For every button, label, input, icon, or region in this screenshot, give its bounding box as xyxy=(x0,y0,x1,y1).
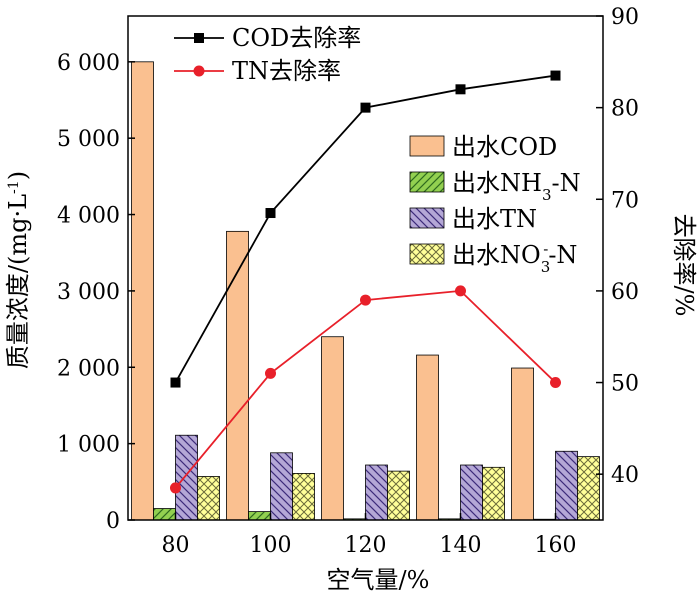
point-cod-removal-140 xyxy=(455,84,466,95)
bar-cod-160 xyxy=(511,367,534,521)
point-tn-removal-160 xyxy=(550,377,561,389)
y-tick-label: 5 000 xyxy=(57,127,120,152)
bar-tn-120 xyxy=(365,464,388,521)
legend-swatch-tn xyxy=(409,207,445,229)
bar-tn-80 xyxy=(175,434,198,521)
point-cod-removal-160 xyxy=(550,70,561,81)
legend-label-cod: 出水COD xyxy=(452,133,557,161)
legend-swatch-nh3-n xyxy=(409,171,445,193)
y-tick-label: 0 xyxy=(106,509,120,534)
point-tn-removal-140 xyxy=(455,285,466,297)
bar-no3-n-100 xyxy=(292,473,315,521)
point-cod-removal-100 xyxy=(265,208,276,219)
y-tick-label: 3 000 xyxy=(57,280,120,305)
y-axis-title-end: ) xyxy=(4,171,32,180)
x-tick-label: 140 xyxy=(440,533,482,558)
y2-tick-label: 80 xyxy=(611,97,639,122)
legend-marker-tn-removal xyxy=(193,65,205,77)
y2-tick-label: 70 xyxy=(611,188,639,213)
legend-label-tn-removal: TN去除率 xyxy=(232,57,341,85)
bar-tn-100 xyxy=(270,452,293,521)
x-tick-label: 80 xyxy=(162,533,190,558)
bar-nh3-n-100 xyxy=(248,511,271,521)
y-tick-label: 2 000 xyxy=(57,356,120,381)
point-tn-removal-100 xyxy=(265,367,276,379)
y2-tick-label: 40 xyxy=(611,463,639,488)
legend-swatch-no3-n xyxy=(409,243,445,265)
y-axis-title-sup: -1 xyxy=(6,180,22,194)
y2-tick-label: 60 xyxy=(611,280,639,305)
y-axis-title: 质量浓度/(mg·L-1) xyxy=(4,171,32,369)
bars-layer xyxy=(131,61,600,521)
bar-tn-160 xyxy=(555,450,578,521)
bar-no3-n-120 xyxy=(387,470,410,521)
y2-tick-label: 50 xyxy=(611,372,639,397)
axes-layer: 0 1 000 2 000 3 000 4 000 5 000 6 000 40 50 60 70 8… xyxy=(57,5,639,558)
point-tn-removal-120 xyxy=(360,294,371,306)
bar-cod-100 xyxy=(226,230,249,521)
bar-no3-n-160 xyxy=(577,456,600,521)
y2-tick-label: 90 xyxy=(611,5,639,30)
point-cod-removal-120 xyxy=(360,102,371,113)
bar-no3-n-140 xyxy=(482,466,505,521)
point-cod-removal-80 xyxy=(170,377,181,388)
y-tick-label: 6 000 xyxy=(57,51,120,76)
y2-axis-title: 去除率/% xyxy=(670,214,698,317)
legend-label-cod-removal: COD去除率 xyxy=(232,24,361,52)
bar-nh3-n-80 xyxy=(153,508,176,521)
legend-marker-cod-removal xyxy=(194,33,204,43)
bar-cod-120 xyxy=(321,336,344,521)
legend-label-no3-n: 出水NO3--N xyxy=(452,240,577,276)
x-tick-label: 160 xyxy=(535,533,577,558)
y-tick-label: 1 000 xyxy=(57,433,120,458)
y-tick-label: 4 000 xyxy=(57,204,120,229)
y-axis-title-main: 质量浓度/(mg·L xyxy=(4,194,32,369)
bar-cod-140 xyxy=(416,354,439,521)
bar-no3-n-80 xyxy=(197,476,220,521)
bar-tn-140 xyxy=(460,464,483,521)
lines-layer xyxy=(170,70,561,494)
x-tick-label: 120 xyxy=(345,533,387,558)
legend-label-tn: 出水TN xyxy=(452,205,537,233)
x-axis-title: 空气量/% xyxy=(327,566,430,594)
legend-swatch-cod xyxy=(409,135,445,157)
x-tick-label: 100 xyxy=(250,533,292,558)
legend-label-nh3-n: 出水NH3-N xyxy=(452,169,581,204)
point-tn-removal-80 xyxy=(170,482,181,494)
